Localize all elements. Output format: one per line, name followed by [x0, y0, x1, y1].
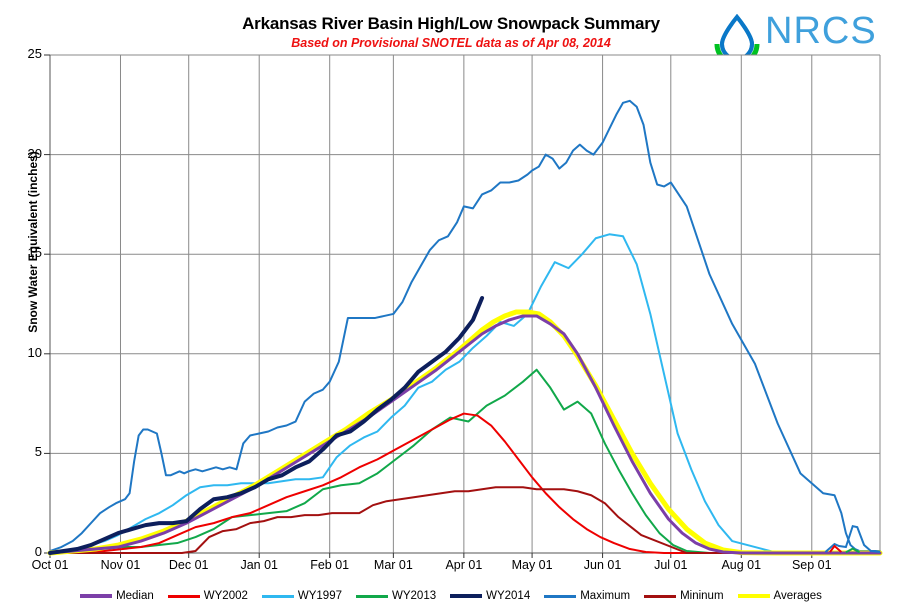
x-tick-label: Feb 01 [310, 558, 350, 572]
legend-swatch [737, 594, 770, 598]
legend-swatch [450, 594, 483, 598]
series-line-median [48, 314, 882, 555]
x-tick-label: Dec 01 [168, 558, 209, 572]
plot-background [50, 55, 880, 553]
page-title: Arkansas River Basin High/Low Snowpack S… [242, 14, 660, 33]
legend-swatch [167, 594, 200, 598]
legend-label: Median [116, 590, 154, 602]
legend-swatch [544, 594, 577, 598]
y-tick-label: 20 [27, 145, 42, 161]
x-tick-label: Oct 01 [31, 558, 69, 572]
legend-item[interactable]: Mininum [644, 590, 724, 602]
series-line-wy2002-late-spike [829, 544, 843, 553]
series-line-wy2013-late-spike [845, 547, 860, 554]
legend-swatch [261, 594, 294, 598]
series-line-averages [47, 309, 883, 556]
legend-item[interactable]: Averages [737, 590, 822, 602]
legend-swatch [80, 594, 113, 598]
series-line-wy1997 [49, 233, 881, 554]
chart-subtitle: Based on Provisional SNOTEL data as of A… [291, 36, 611, 50]
legend-item[interactable]: Median [80, 590, 154, 602]
legend-label: WY2014 [486, 590, 531, 602]
x-tick-label: Jul 01 [654, 558, 688, 572]
nrcs-wordmark: NRCS [765, 10, 877, 52]
series-line-mininum [49, 486, 881, 554]
legend-item[interactable]: WY1997 [261, 590, 342, 602]
x-tick-label: May 01 [511, 558, 553, 572]
legend-swatch [644, 594, 677, 598]
series-line-wy2002 [49, 412, 881, 554]
x-tick-label: Nov 01 [100, 558, 141, 572]
legend-label: Maximum [580, 590, 631, 602]
y-tick-label: 25 [27, 46, 42, 61]
x-tick-label: Apr 01 [445, 558, 483, 572]
legend-item[interactable]: WY2013 [356, 590, 436, 602]
x-tick-label: Mar 01 [373, 558, 413, 572]
legend-item[interactable]: WY2002 [167, 590, 248, 602]
x-tick-label: Jan 01 [240, 558, 278, 572]
series-line-wy2014 [48, 296, 485, 555]
legend-swatch [356, 594, 388, 598]
legend-label: WY2013 [392, 590, 437, 602]
chart-legend: Median WY2002 WY1997 WY2013 WY2014 Maximum Min… [0, 586, 902, 606]
legend-item[interactable]: WY2014 [450, 590, 530, 602]
legend-label: Averages [773, 590, 822, 602]
legend-label: Mininum [680, 590, 724, 602]
y-tick-label: 5 [34, 444, 42, 460]
y-tick-label: 10 [27, 344, 42, 360]
series-line-maximum-late-spike [824, 524, 881, 553]
legend-label: WY2002 [203, 590, 248, 602]
y-tick-label: 15 [27, 245, 42, 261]
x-tick-label: Aug 01 [721, 558, 762, 572]
y-tick-label: 0 [34, 544, 42, 559]
x-tick-label: Jun 01 [583, 558, 622, 572]
x-tick-label: Sep 01 [791, 558, 832, 572]
legend-label: WY1997 [297, 590, 342, 602]
legend-item[interactable]: Maximum [544, 590, 630, 602]
series-line-maximum [49, 99, 881, 553]
